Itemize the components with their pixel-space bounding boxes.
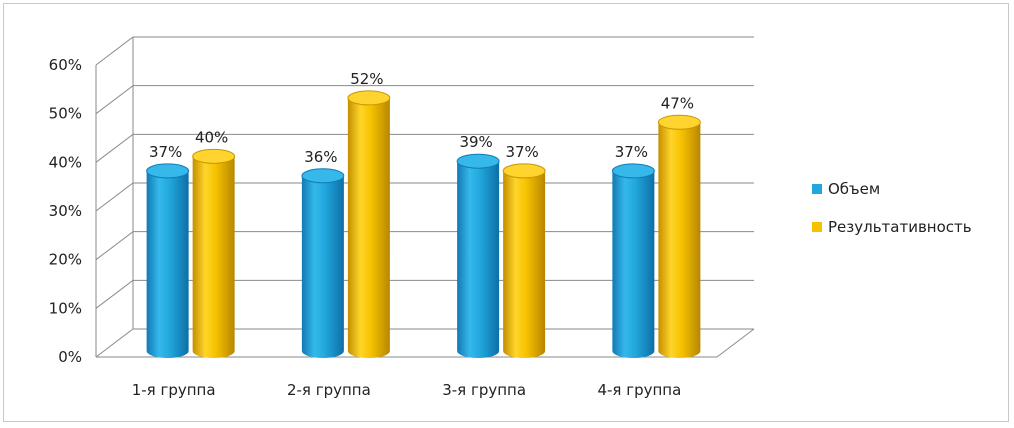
legend-label: Результативность	[828, 218, 972, 236]
bar-body	[457, 161, 500, 358]
side-wall-line	[95, 36, 134, 66]
chart-data-labels: 37% 40% 36% 52% 39% 37% 37% 47%	[149, 70, 694, 166]
bar-top	[657, 114, 701, 130]
legend-label: Объем	[828, 180, 880, 198]
bar	[657, 114, 701, 358]
bar-top	[347, 90, 391, 106]
data-label: 36%	[304, 148, 337, 166]
y-tick-label: 50%	[49, 105, 82, 123]
bar	[301, 168, 345, 358]
bar	[347, 90, 391, 358]
bar-body	[146, 170, 189, 358]
x-category-label: 2-я группа	[287, 381, 371, 399]
data-label: 52%	[350, 70, 383, 88]
data-label: 37%	[615, 143, 648, 161]
side-wall-line	[95, 328, 134, 358]
bar	[192, 148, 236, 358]
bar-top	[192, 148, 236, 164]
side-wall-line	[95, 182, 134, 212]
x-category-label: 1-я группа	[132, 381, 216, 399]
chart-frame: 0% 10% 20% 30% 40% 50% 60% 1-я группа 2-я группа…	[3, 3, 1009, 422]
side-wall-line	[95, 85, 134, 115]
side-wall-line	[95, 133, 134, 163]
side-wall-line	[95, 279, 134, 309]
chart-bars	[146, 90, 701, 358]
data-label: 40%	[195, 128, 228, 146]
bar	[456, 153, 500, 358]
bar-top	[456, 153, 500, 169]
bar	[611, 163, 655, 358]
x-category-label: 4-я группа	[597, 381, 681, 399]
bar-body	[301, 175, 344, 358]
y-tick-label: 10%	[49, 299, 82, 317]
y-tick-label: 60%	[49, 56, 82, 74]
data-label: 37%	[505, 143, 538, 161]
bar-top	[146, 163, 190, 179]
bar-body	[503, 170, 546, 358]
data-label: 39%	[459, 133, 492, 151]
y-tick-label: 20%	[49, 251, 82, 269]
data-label: 37%	[149, 143, 182, 161]
bar-body	[347, 97, 390, 358]
bar	[146, 163, 190, 358]
chart-legend: Объем Результативность	[812, 180, 972, 236]
y-tick-label: 30%	[49, 202, 82, 220]
bar-top	[502, 163, 546, 179]
legend-swatch	[812, 222, 822, 232]
bar-body	[658, 122, 701, 358]
data-label: 47%	[661, 94, 694, 112]
bar	[502, 163, 546, 358]
bar-chart: 0% 10% 20% 30% 40% 50% 60% 1-я группа 2-я группа…	[49, 36, 972, 399]
x-category-label: 3-я группа	[442, 381, 526, 399]
side-wall-line	[95, 231, 134, 261]
y-tick-label: 40%	[49, 153, 82, 171]
chart-axes: 0% 10% 20% 30% 40% 50% 60% 1-я группа 2-я группа…	[49, 36, 755, 399]
legend-swatch	[812, 184, 822, 194]
bar-body	[612, 170, 655, 358]
floor-right-edge	[716, 328, 755, 358]
bar-top	[301, 168, 345, 184]
y-tick-label: 0%	[58, 348, 82, 366]
bar-top	[611, 163, 655, 179]
bar-body	[192, 156, 235, 358]
